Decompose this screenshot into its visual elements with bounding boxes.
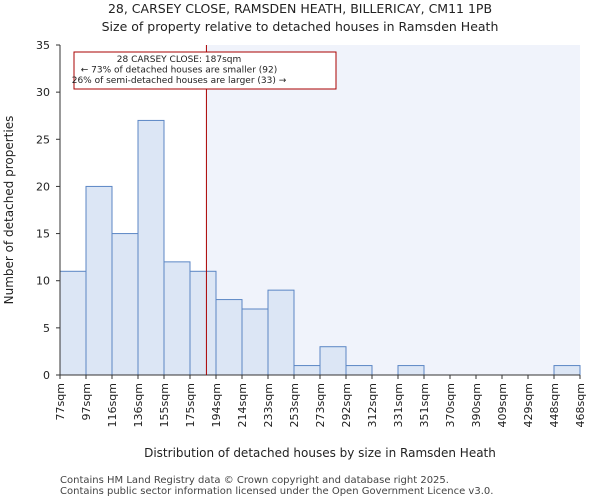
x-tick-label-233sqm: 233sqm [262,383,275,427]
x-tick-label-312sqm: 312sqm [366,383,379,427]
x-tick-label-214sqm: 214sqm [236,383,249,427]
y-tick-label-15: 15 [36,228,50,241]
plot-area: 0 5 10 15 20 25 30 35 77sqm 97sqm 116sqm 136sqm 155s… [36,39,587,427]
x-tick-label-136sqm: 136sqm [132,383,145,427]
y-tick-label-20: 20 [36,180,50,193]
y-tick-label-25: 25 [36,133,50,146]
bar-194sqm [215,299,243,376]
y-tick-label-0: 0 [43,369,50,382]
x-tick-label-468sqm: 468sqm [574,383,587,427]
bar-233sqm [267,289,295,376]
x-tick-label-155sqm: 155sqm [158,383,171,427]
bar-77sqm [59,270,87,376]
annotation-line-1: 28 CARSEY CLOSE: 187sqm [117,55,241,65]
x-tick-label-370sqm: 370sqm [444,383,457,427]
x-tick-label-448sqm: 448sqm [548,383,561,427]
bar-155sqm [163,261,191,376]
y-tick-label-35: 35 [36,39,50,52]
x-tick-label-116sqm: 116sqm [106,383,119,427]
bar-116sqm [111,233,139,376]
chart-subtitle: Size of property relative to detached ho… [102,19,499,34]
x-tick-label-351sqm: 351sqm [418,383,431,427]
x-tick-label-429sqm: 429sqm [522,383,535,427]
x-axis-label: Distribution of detached houses by size … [144,446,496,460]
bar-448sqm [553,365,581,376]
x-tick-label-253sqm: 253sqm [288,383,301,427]
footer-line-2: Contains public sector information licen… [60,486,493,497]
x-tick-label-273sqm: 273sqm [314,383,327,427]
y-tick-label-30: 30 [36,86,50,99]
bar-292sqm [345,365,373,376]
bar-331sqm [397,365,425,376]
x-tick-label-409sqm: 409sqm [496,383,509,427]
bar-273sqm [319,346,347,376]
x-tick-label-390sqm: 390sqm [470,383,483,427]
bar-253sqm [293,365,321,376]
x-tick-label-331sqm: 331sqm [392,383,405,427]
y-axis-label: Number of detached properties [2,116,16,305]
bar-214sqm [241,308,269,376]
x-tick-label-175sqm: 175sqm [184,383,197,427]
annotation-line-2: ← 73% of detached houses are smaller (92… [81,66,278,76]
x-tick-label-77sqm: 77sqm [54,383,67,420]
chart-title: 28, CARSEY CLOSE, RAMSDEN HEATH, BILLERI… [108,1,492,16]
annotation-box [73,51,337,90]
x-tick-label-292sqm: 292sqm [340,383,353,427]
footer-line-1: Contains HM Land Registry data © Crown c… [60,475,449,486]
y-tick-label-5: 5 [43,322,50,335]
annotation-line-3: 26% of semi-detached houses are larger (… [72,76,287,86]
y-tick-label-10: 10 [36,275,50,288]
bar-136sqm [137,119,165,376]
bar-175sqm [189,270,217,376]
x-tick-label-194sqm: 194sqm [210,383,223,427]
x-tick-label-97sqm: 97sqm [80,383,93,420]
bar-97sqm [85,185,113,376]
